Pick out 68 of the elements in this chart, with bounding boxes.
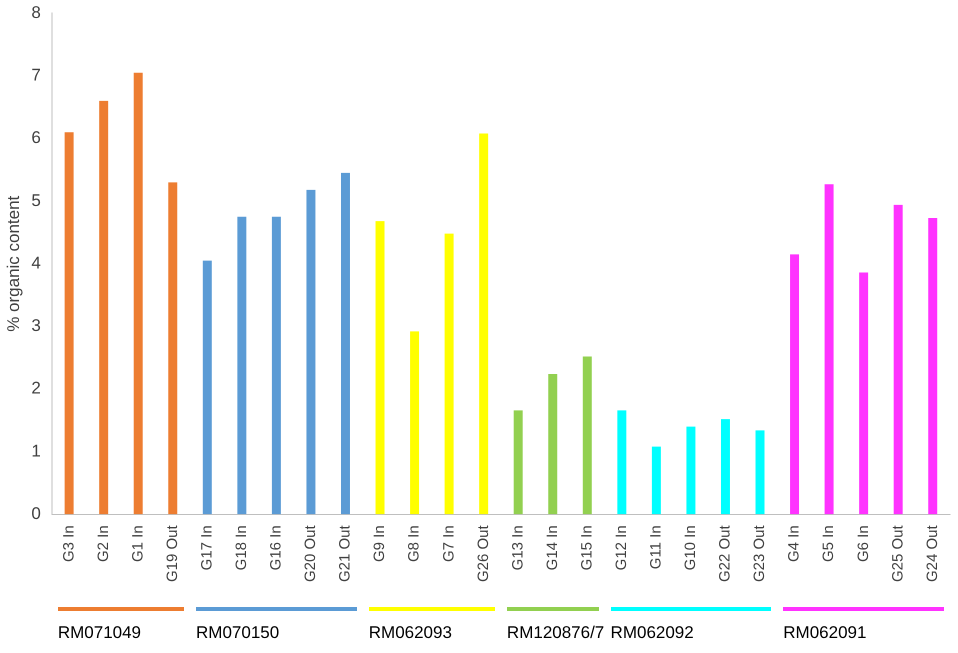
x-tick-label: G21 Out	[336, 524, 354, 582]
x-tick-label: G12 In	[612, 525, 630, 570]
bar	[134, 72, 143, 514]
bar	[514, 410, 523, 514]
x-tick-label: G11 In	[648, 525, 665, 570]
bar	[582, 356, 592, 514]
bar	[272, 216, 281, 514]
y-axis-title: % organic content	[4, 195, 23, 332]
bar	[202, 260, 212, 514]
y-tick-label: 3	[31, 316, 41, 336]
bar	[237, 216, 246, 514]
bar	[548, 374, 558, 514]
x-tick-label: G9 In	[371, 525, 388, 562]
x-tick-label: G19 Out	[164, 524, 181, 582]
x-tick-label: G24 Out	[924, 524, 941, 582]
x-tick-label: G15 In	[578, 525, 596, 570]
y-tick-label: 5	[31, 190, 41, 210]
x-tick-label: G26 Out	[474, 524, 492, 582]
text: RM062093	[368, 623, 453, 642]
bar	[376, 221, 385, 514]
x-tick-label: G13 In	[509, 525, 526, 570]
bar	[686, 426, 696, 514]
text: RM070150	[196, 623, 280, 642]
x-tick-label: G23 Out	[751, 524, 768, 582]
text: RM062092	[610, 623, 695, 642]
bar	[306, 190, 316, 514]
x-tick-label: G2 In	[94, 525, 112, 562]
text: RM062091	[783, 623, 868, 642]
y-tick-label: 0	[31, 504, 41, 523]
text: RM071049	[58, 623, 142, 642]
bar	[928, 218, 938, 514]
x-tick-label: G16 In	[268, 525, 285, 570]
x-tick-label: G14 In	[544, 525, 561, 570]
x-tick-label: G1 In	[129, 525, 146, 562]
bar	[410, 331, 420, 514]
x-tick-label: G4 In	[786, 525, 803, 562]
bar	[340, 172, 350, 514]
bar	[479, 133, 488, 514]
bar	[652, 446, 661, 514]
bar	[756, 430, 764, 514]
x-tick-label: G25 Out	[889, 524, 906, 582]
bar	[444, 234, 454, 514]
x-tick-label: G10 In	[682, 525, 700, 570]
bar	[64, 132, 74, 514]
x-tick-label: G20 Out	[302, 524, 320, 582]
y-tick-label: 2	[31, 378, 41, 398]
bar	[859, 272, 868, 514]
bar	[168, 182, 178, 514]
bar	[99, 100, 108, 514]
y-tick-label: 7	[31, 66, 41, 85]
y-tick-label: 4	[31, 253, 41, 272]
bar	[894, 204, 903, 514]
x-tick-label: G8 In	[406, 525, 423, 562]
y-tick-label: 8	[31, 2, 41, 22]
bar	[824, 184, 834, 514]
bar	[720, 419, 730, 514]
y-tick-label: 6	[31, 128, 41, 148]
x-tick-label: G17 In	[198, 525, 216, 570]
bar	[617, 410, 626, 514]
x-tick-label: G3 In	[60, 525, 78, 562]
x-tick-label: G18 In	[232, 525, 250, 570]
bar	[790, 254, 800, 514]
text: RM120876/7	[506, 623, 604, 642]
x-tick-label: G6 In	[854, 525, 872, 562]
x-tick-label: G22 Out	[716, 524, 734, 582]
x-tick-label: G7 In	[440, 525, 458, 562]
x-tick-label: G5 In	[820, 525, 838, 562]
y-tick-label: 1	[31, 441, 41, 460]
